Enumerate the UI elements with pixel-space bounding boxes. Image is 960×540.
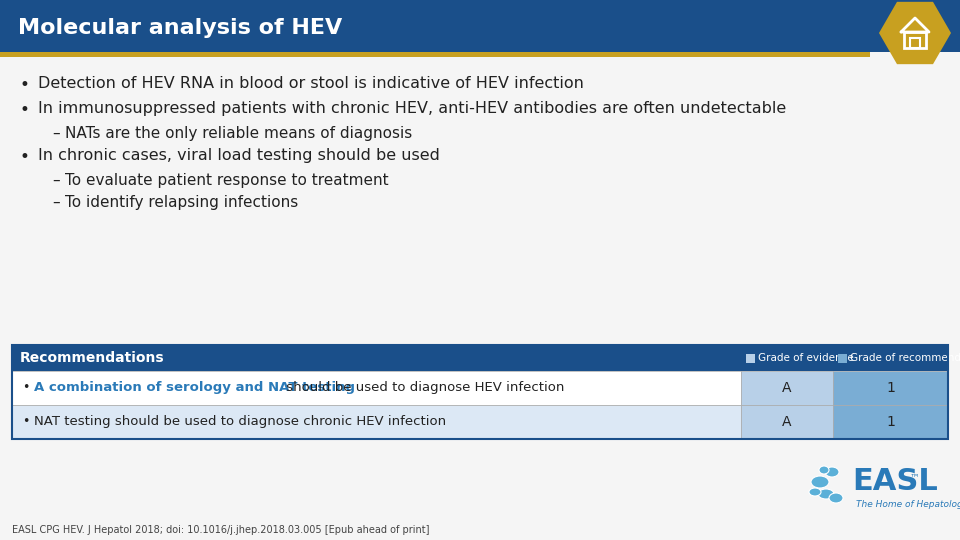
Text: –: –: [52, 126, 60, 141]
Ellipse shape: [818, 489, 834, 499]
Polygon shape: [879, 2, 951, 64]
Ellipse shape: [811, 476, 829, 488]
Bar: [12, 345, 948, 439]
Ellipse shape: [809, 488, 821, 496]
Text: NAT testing should be used to diagnose chronic HEV infection: NAT testing should be used to diagnose c…: [34, 415, 446, 429]
Bar: [910, 38, 920, 48]
Text: •: •: [20, 148, 30, 166]
Text: EASL: EASL: [852, 468, 938, 496]
Bar: [12, 371, 741, 405]
Bar: [833, 405, 948, 439]
Text: In chronic cases, viral load testing should be used: In chronic cases, viral load testing sho…: [38, 148, 440, 163]
Text: 1: 1: [886, 381, 895, 395]
Text: A: A: [782, 415, 792, 429]
Text: Recommendations: Recommendations: [20, 351, 164, 365]
Text: –: –: [52, 195, 60, 210]
Text: •: •: [22, 381, 30, 395]
Text: 1: 1: [886, 415, 895, 429]
Text: •: •: [20, 76, 30, 94]
Bar: [0, 52, 870, 57]
Bar: [741, 405, 833, 439]
Bar: [904, 32, 926, 48]
Text: Grade of evidence: Grade of evidence: [758, 353, 853, 363]
Text: –: –: [52, 173, 60, 188]
Text: The Home of Hepatology: The Home of Hepatology: [856, 500, 960, 509]
Text: A: A: [782, 381, 792, 395]
Bar: [741, 371, 833, 405]
Bar: [12, 345, 948, 371]
Bar: [746, 354, 755, 362]
Text: Molecular analysis of HEV: Molecular analysis of HEV: [18, 18, 343, 38]
Text: should be used to diagnose HEV infection: should be used to diagnose HEV infection: [282, 381, 564, 395]
Text: Detection of HEV RNA in blood or stool is indicative of HEV infection: Detection of HEV RNA in blood or stool i…: [38, 76, 584, 91]
Text: NATs are the only reliable means of diagnosis: NATs are the only reliable means of diag…: [65, 126, 412, 141]
Text: •: •: [20, 101, 30, 119]
Ellipse shape: [819, 466, 829, 474]
Ellipse shape: [829, 493, 843, 503]
Text: EASL CPG HEV. J Hepatol 2018; doi: 10.1016/j.jhep.2018.03.005 [Epub ahead of pri: EASL CPG HEV. J Hepatol 2018; doi: 10.10…: [12, 525, 429, 535]
Bar: [833, 371, 948, 405]
Text: ™: ™: [910, 472, 920, 482]
Text: A combination of serology and NAT testing: A combination of serology and NAT testin…: [34, 381, 355, 395]
Text: In immunosuppressed patients with chronic HEV, anti-HEV antibodies are often und: In immunosuppressed patients with chroni…: [38, 101, 786, 116]
Text: •: •: [22, 415, 30, 429]
Bar: [12, 405, 741, 439]
Ellipse shape: [825, 467, 839, 477]
Text: To evaluate patient response to treatment: To evaluate patient response to treatmen…: [65, 173, 389, 188]
Text: Grade of recommendation: Grade of recommendation: [850, 353, 960, 363]
Text: To identify relapsing infections: To identify relapsing infections: [65, 195, 299, 210]
Bar: [838, 354, 847, 362]
Bar: [0, 0, 960, 52]
